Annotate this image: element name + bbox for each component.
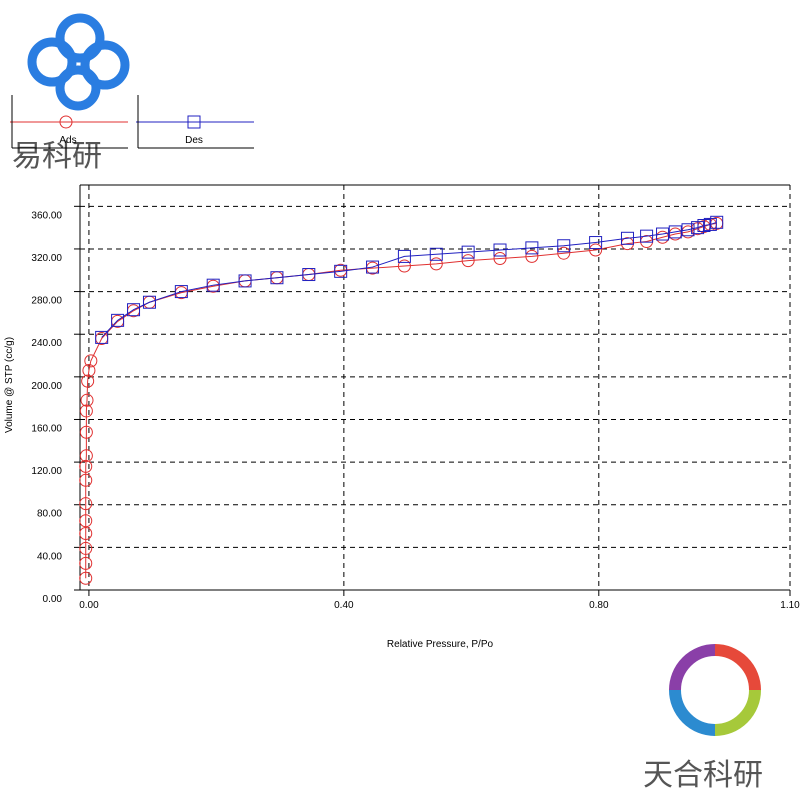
data-point <box>79 541 93 555</box>
y-tick-label: 160.00 <box>31 423 62 434</box>
watermark: 天合科研 <box>643 758 763 793</box>
data-point <box>366 260 380 274</box>
y-axis-label: Volume @ STP (cc/g) <box>4 337 15 433</box>
data-point <box>681 223 695 237</box>
data-point <box>493 243 507 257</box>
data-point <box>79 449 93 463</box>
watermark: 易科研 <box>12 139 102 174</box>
data-point <box>461 254 475 268</box>
data-point <box>525 249 539 263</box>
y-tick-label: 280.00 <box>31 296 62 307</box>
y-tick-label: 320.00 <box>31 253 62 264</box>
legend-label: Des <box>185 135 203 146</box>
data-point <box>79 404 93 418</box>
data-point <box>429 247 443 261</box>
data-point <box>79 514 93 528</box>
data-point <box>270 271 284 285</box>
data-point <box>557 239 571 253</box>
data-point <box>79 459 93 473</box>
data-point <box>80 393 94 407</box>
data-point <box>461 245 475 259</box>
y-tick-label: 120.00 <box>31 466 62 477</box>
data-point <box>302 268 316 282</box>
data-point <box>691 221 705 235</box>
data-point <box>95 330 109 344</box>
data-point <box>206 278 220 292</box>
data-point <box>79 527 93 541</box>
data-point <box>640 229 654 243</box>
data-point <box>589 236 603 250</box>
logo-top <box>27 13 130 111</box>
legend-marker <box>187 115 201 129</box>
y-tick-label: 360.00 <box>31 210 62 221</box>
data-point <box>656 227 670 241</box>
data-point <box>397 259 411 273</box>
data-point <box>525 241 539 255</box>
y-tick-label: 0.00 <box>43 594 63 605</box>
y-tick-label: 200.00 <box>31 381 62 392</box>
data-point <box>79 425 93 439</box>
y-tick-label: 80.00 <box>37 509 62 520</box>
x-axis-label: Relative Pressure, P/Po <box>387 639 494 650</box>
data-point <box>238 274 252 288</box>
data-point <box>557 246 571 260</box>
data-point <box>127 303 141 317</box>
y-tick-label: 240.00 <box>31 338 62 349</box>
data-point <box>397 249 411 263</box>
data-point <box>111 313 125 327</box>
data-point <box>334 264 348 278</box>
data-point <box>589 243 603 257</box>
data-point <box>79 571 93 585</box>
series-line <box>101 221 717 338</box>
data-point <box>620 231 634 245</box>
data-point <box>79 497 93 511</box>
data-point <box>174 285 188 299</box>
data-point <box>82 363 96 377</box>
data-point <box>79 556 93 570</box>
data-point <box>84 354 98 368</box>
data-point <box>79 473 93 487</box>
x-tick-label: 1.10 <box>780 600 800 611</box>
x-tick-label: 0.40 <box>334 600 354 611</box>
x-tick-label: 0.80 <box>589 600 609 611</box>
x-tick-label: 0.00 <box>79 600 99 611</box>
series-line <box>85 222 717 579</box>
data-point <box>142 295 156 309</box>
legend-marker <box>59 115 73 129</box>
data-point <box>668 225 682 239</box>
data-point <box>81 374 95 388</box>
y-tick-label: 40.00 <box>37 551 62 562</box>
data-point <box>429 257 443 271</box>
logo-bottom <box>669 644 761 736</box>
legend-label: Ads <box>59 135 76 146</box>
data-point <box>493 252 507 266</box>
